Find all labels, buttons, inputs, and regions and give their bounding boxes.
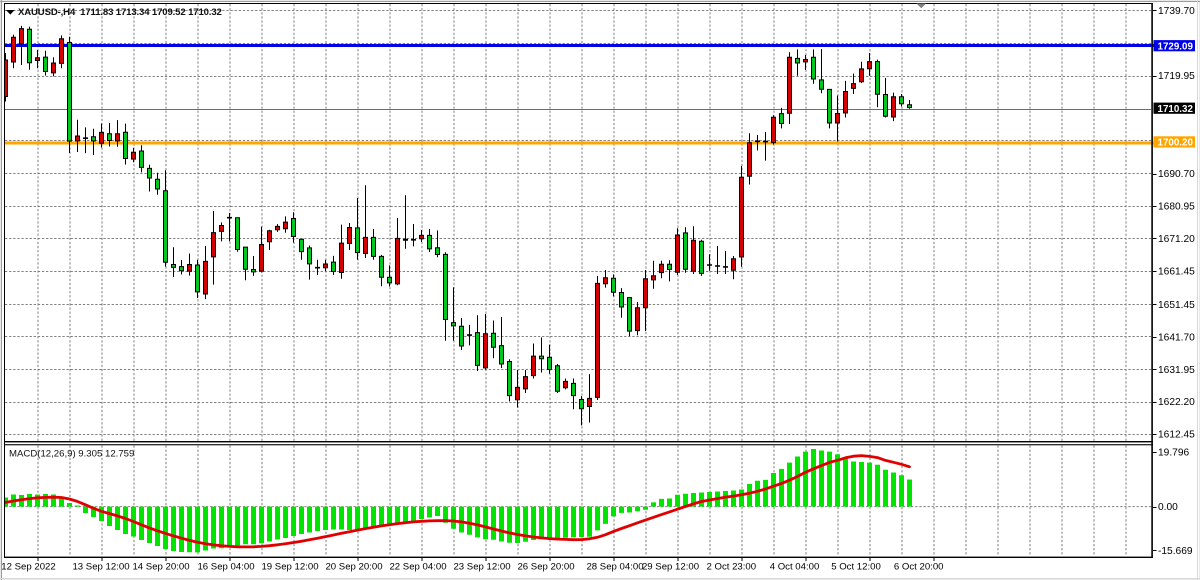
svg-text:19.796: 19.796: [1158, 448, 1189, 459]
svg-text:1631.95: 1631.95: [1158, 365, 1195, 376]
svg-text:28 Sep 04:00: 28 Sep 04:00: [586, 562, 643, 573]
svg-text:12 Sep 2022: 12 Sep 2022: [1, 562, 55, 573]
svg-text:1612.45: 1612.45: [1158, 430, 1195, 441]
svg-text:16 Sep 04:00: 16 Sep 04:00: [197, 562, 254, 573]
svg-text:5 Oct 12:00: 5 Oct 12:00: [831, 562, 881, 573]
svg-text:1729.09: 1729.09: [1158, 41, 1194, 52]
svg-text:22 Sep 04:00: 22 Sep 04:00: [389, 562, 446, 573]
svg-text:1719.95: 1719.95: [1158, 71, 1195, 82]
svg-text:0.00: 0.00: [1158, 502, 1178, 513]
svg-text:26 Sep 20:00: 26 Sep 20:00: [517, 562, 574, 573]
svg-text:1641.70: 1641.70: [1158, 332, 1195, 343]
svg-text:1739.70: 1739.70: [1158, 6, 1195, 17]
svg-text:14 Sep 20:00: 14 Sep 20:00: [132, 562, 189, 573]
svg-text:6 Oct 20:00: 6 Oct 20:00: [894, 562, 944, 573]
svg-text:1690.70: 1690.70: [1158, 169, 1195, 180]
svg-text:4 Oct 04:00: 4 Oct 04:00: [770, 562, 820, 573]
svg-text:1622.20: 1622.20: [1158, 397, 1195, 408]
svg-text:1680.95: 1680.95: [1158, 202, 1195, 213]
svg-text:20 Sep 20:00: 20 Sep 20:00: [325, 562, 382, 573]
svg-text:-15.669: -15.669: [1158, 546, 1193, 557]
svg-text:29 Sep 12:00: 29 Sep 12:00: [642, 562, 699, 573]
svg-text:1661.45: 1661.45: [1158, 267, 1195, 278]
svg-text:1671.20: 1671.20: [1158, 234, 1195, 245]
svg-text:19 Sep 12:00: 19 Sep 12:00: [261, 562, 318, 573]
svg-text:XAUUSD-,H4 1711.83 1713.34 17: XAUUSD-,H4 1711.83 1713.34 1709.52 1710.…: [18, 7, 222, 18]
svg-text:23 Sep 12:00: 23 Sep 12:00: [453, 562, 510, 573]
svg-text:1651.45: 1651.45: [1158, 300, 1195, 311]
svg-text:2 Oct 23:00: 2 Oct 23:00: [706, 562, 756, 573]
svg-text:1710.32: 1710.32: [1158, 104, 1194, 115]
svg-text:13 Sep 12:00: 13 Sep 12:00: [72, 562, 129, 573]
svg-text:MACD(12,26,9) 9.305 12.759: MACD(12,26,9) 9.305 12.759: [9, 449, 134, 460]
svg-text:1700.20: 1700.20: [1158, 138, 1194, 149]
